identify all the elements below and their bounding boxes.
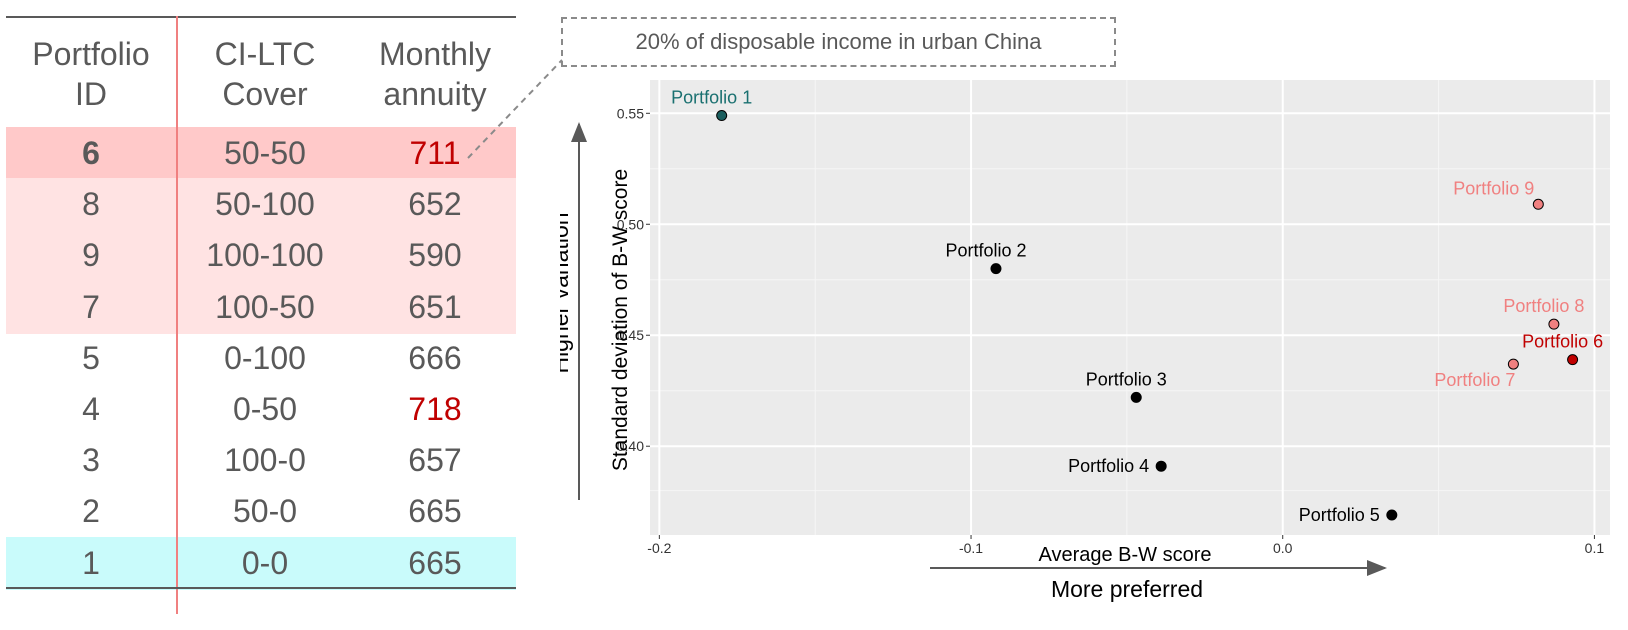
cell-cover: 0-50 bbox=[232, 391, 298, 427]
cell-portfolio-id: 4 bbox=[82, 391, 100, 427]
table-row: 3 100-0 657 bbox=[6, 434, 516, 487]
table-row: 8 50-100 652 bbox=[6, 178, 516, 232]
cell-cover: 0-0 bbox=[241, 544, 289, 581]
cell-cover: 100-50 bbox=[215, 288, 315, 325]
cell-cover: 100-0 bbox=[224, 442, 306, 479]
data-point bbox=[716, 110, 728, 122]
data-point bbox=[1386, 509, 1398, 521]
y-direction-label: Higher variation bbox=[560, 212, 573, 373]
data-point bbox=[1155, 460, 1167, 472]
header-portfolio-id-line2: ID bbox=[75, 76, 107, 112]
data-point bbox=[1567, 354, 1579, 366]
point-label: Portfolio 9 bbox=[1453, 178, 1534, 198]
y-axis-title: Standard deviation of B-W score bbox=[609, 169, 632, 471]
chart-panel bbox=[650, 80, 1610, 535]
table-bottom-rule bbox=[6, 587, 516, 589]
y-tick-label: 0.55 bbox=[617, 105, 644, 121]
table-row: 5 0-100 666 bbox=[6, 332, 516, 385]
cell-cover: 50-0 bbox=[232, 493, 298, 530]
data-point bbox=[990, 263, 1002, 275]
portfolio-table: Portfolio ID CI-LTC Cover Monthly annuit… bbox=[6, 16, 516, 614]
point-label: Portfolio 4 bbox=[1068, 456, 1149, 476]
data-point bbox=[1548, 318, 1560, 330]
x-direction-label: More preferred bbox=[1051, 576, 1203, 602]
y-tick-label: 0.40 bbox=[617, 438, 644, 454]
cell-cover: 50-50 bbox=[224, 135, 306, 171]
point-label: Portfolio 2 bbox=[945, 241, 1026, 261]
x-tick-label: 0.0 bbox=[1273, 540, 1293, 556]
callout-leader-line bbox=[467, 59, 563, 159]
point-label: Portfolio 6 bbox=[1522, 332, 1603, 352]
header-portfolio-id: Portfolio ID bbox=[6, 34, 176, 114]
table-divider bbox=[176, 16, 178, 614]
table-row: 2 50-0 665 bbox=[6, 485, 516, 538]
cell-annuity: 666 bbox=[408, 339, 462, 376]
cell-annuity: 718 bbox=[408, 391, 462, 427]
cell-annuity: 652 bbox=[408, 186, 462, 223]
cell-cover: 100-100 bbox=[206, 237, 324, 274]
cell-annuity: 711 bbox=[409, 135, 461, 171]
data-point bbox=[1507, 358, 1519, 370]
header-cover: CI-LTC Cover bbox=[180, 34, 350, 114]
cell-annuity: 665 bbox=[408, 493, 462, 530]
cell-annuity: 657 bbox=[408, 442, 462, 479]
point-label: Portfolio 5 bbox=[1299, 505, 1380, 525]
header-annuity-line2: annuity bbox=[383, 76, 487, 112]
callout-box: 20% of disposable income in urban China bbox=[561, 17, 1116, 67]
table-row: 4 0-50 718 bbox=[6, 383, 516, 436]
x-tick-label: -0.1 bbox=[959, 540, 983, 556]
cell-portfolio-id: 8 bbox=[82, 186, 100, 223]
cell-cover: 50-100 bbox=[215, 186, 315, 223]
table-row: 1 0-0 665 bbox=[6, 536, 516, 590]
header-annuity-line1: Monthly bbox=[378, 36, 492, 72]
chart-grid bbox=[650, 80, 1610, 535]
header-annuity: Monthly annuity bbox=[350, 34, 520, 114]
cell-portfolio-id: 7 bbox=[82, 288, 100, 325]
x-tick-label: 0.1 bbox=[1585, 540, 1605, 556]
chart-labels: Portfolio 1 Portfolio 2 Portfolio 3 Portfol… bbox=[671, 88, 1603, 526]
cell-cover: 0-100 bbox=[224, 339, 306, 376]
cell-portfolio-id: 3 bbox=[82, 442, 100, 479]
y-tick-label: 0.45 bbox=[617, 327, 644, 343]
header-cover-line2: Cover bbox=[222, 76, 308, 112]
point-label: Portfolio 7 bbox=[1434, 370, 1515, 390]
point-label: Portfolio 3 bbox=[1086, 369, 1167, 389]
data-point bbox=[1130, 391, 1142, 403]
y-tick-label: 0.50 bbox=[617, 216, 644, 232]
cell-portfolio-id: 1 bbox=[82, 544, 100, 581]
chart-points bbox=[716, 110, 1579, 521]
plot-background bbox=[650, 80, 1610, 535]
cell-annuity: 590 bbox=[408, 237, 462, 274]
table-row: 6 50-50 711 bbox=[6, 127, 516, 180]
cell-portfolio-id: 2 bbox=[82, 493, 100, 530]
callout-text: 20% of disposable income in urban China bbox=[635, 29, 1042, 54]
x-axis-title: Average B-W score bbox=[1038, 544, 1211, 566]
scatter-chart: -0.2 -0.1 0.0 0.1 0.40 0.45 0.50 0.55 Average B-… bbox=[560, 80, 1610, 602]
table-row: 7 100-50 651 bbox=[6, 280, 516, 334]
data-point bbox=[1532, 198, 1544, 210]
table-row: 9 100-100 590 bbox=[6, 229, 516, 283]
cell-annuity: 651 bbox=[408, 288, 462, 325]
cell-portfolio-id: 9 bbox=[82, 237, 100, 274]
cell-portfolio-id: 5 bbox=[82, 339, 100, 376]
chart-axes: -0.2 -0.1 0.0 0.1 0.40 0.45 0.50 0.55 Average B-… bbox=[560, 105, 1604, 602]
header-portfolio-id-line1: Portfolio bbox=[32, 36, 150, 72]
header-cover-line1: CI-LTC bbox=[214, 36, 316, 72]
cell-annuity: 665 bbox=[408, 544, 462, 581]
x-tick-label: -0.2 bbox=[647, 540, 671, 556]
table-top-rule bbox=[6, 16, 516, 18]
point-label: Portfolio 8 bbox=[1503, 296, 1584, 316]
point-label: Portfolio 1 bbox=[671, 88, 752, 108]
cell-portfolio-id: 6 bbox=[82, 135, 100, 171]
